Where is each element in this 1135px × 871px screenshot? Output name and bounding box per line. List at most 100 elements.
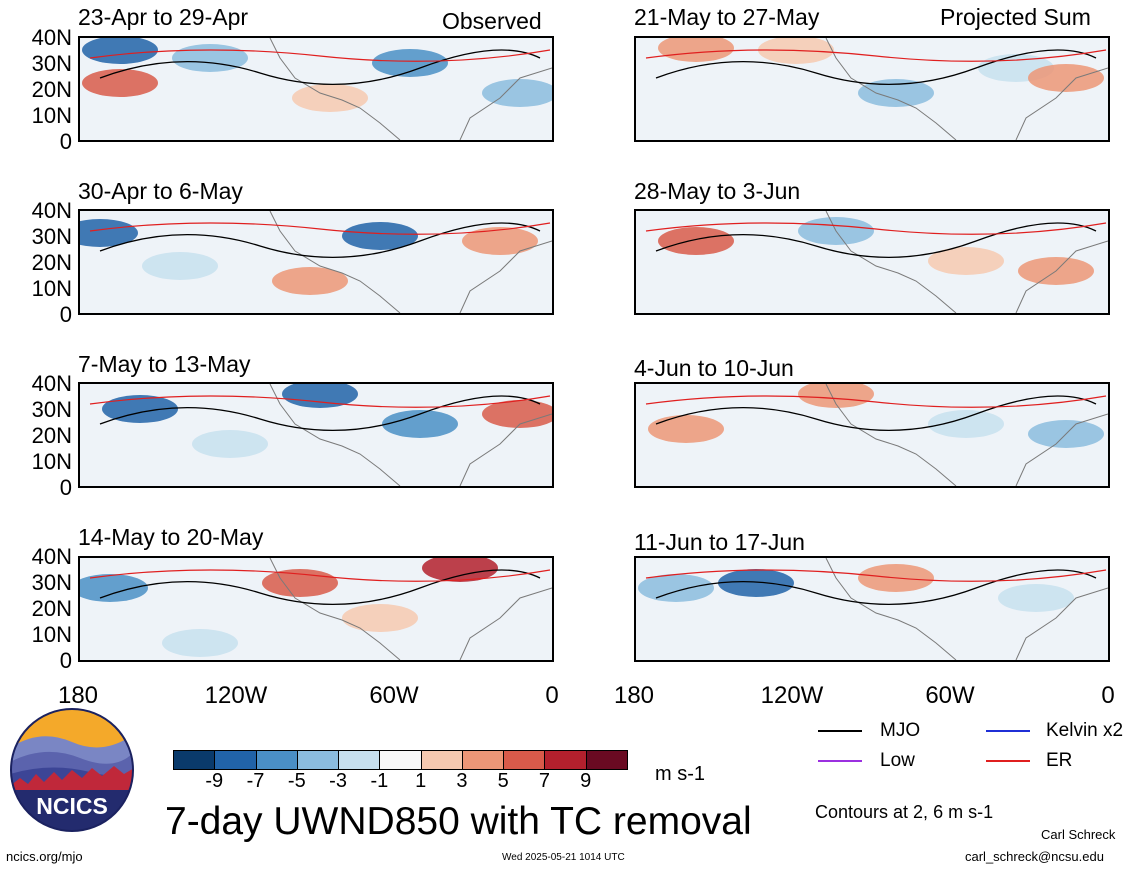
coastline [825, 38, 1108, 140]
panel-title: 4-Jun to 10-Jun [634, 355, 794, 381]
mjo-contour [655, 49, 1097, 86]
lat-label: 10N [31, 276, 72, 301]
er-contour [89, 49, 551, 62]
anomaly-blob [282, 384, 358, 408]
colorbar-swatch [338, 750, 381, 770]
colorbar-tick-label: -7 [246, 770, 265, 792]
coastline [825, 384, 1108, 486]
anomaly-blob [928, 410, 1004, 438]
lat-label: 10N [31, 449, 72, 474]
lat-label: 40N [31, 25, 72, 50]
legend-swatch-kelvin [986, 730, 1030, 732]
units-label: m s-1 [655, 763, 705, 785]
anomaly-blob [292, 84, 368, 112]
colorbar-swatch [255, 750, 298, 770]
lat-label: 40N [31, 198, 72, 223]
footer-url: ncics.org/mjo [6, 849, 83, 864]
panel-title: 30-Apr to 6-May [78, 178, 243, 204]
mjo-contour [655, 222, 1097, 259]
er-contour [645, 49, 1107, 62]
legend-label-er: ER [1046, 750, 1073, 771]
anomaly-blob [658, 38, 734, 62]
lon-label: 180 [57, 682, 99, 709]
panel-title: 21-May to 27-May [634, 4, 820, 30]
coastline [825, 558, 1108, 660]
mjo-contour [655, 395, 1097, 432]
lat-label: 10N [31, 622, 72, 647]
anomaly-blob [928, 247, 1004, 275]
colorbar-swatch [461, 750, 505, 770]
lat-label: 10N [31, 103, 72, 128]
anomaly-blob [262, 569, 338, 597]
map-panel [634, 209, 1110, 315]
lat-label: 0 [59, 302, 72, 327]
colorbar-tick-label: 5 [497, 770, 509, 792]
panel-tag: Projected Sum [940, 4, 1091, 30]
legend-label-low: Low [880, 750, 915, 771]
map-panel [78, 382, 554, 488]
legend-swatch-er [986, 760, 1030, 762]
panel-title: 28-May to 3-Jun [634, 178, 801, 204]
lat-label: 20N [31, 250, 72, 275]
lat-label: 30N [31, 51, 72, 76]
lat-label: 0 [59, 129, 72, 154]
colorbar-swatch [173, 750, 216, 770]
colorbar-tick-label: 3 [456, 770, 468, 792]
anomaly-blob [998, 584, 1074, 612]
er-contour [645, 569, 1107, 582]
colorbar-swatch [296, 750, 340, 770]
colorbar-swatch [379, 750, 422, 770]
colorbar-tick-label: 7 [538, 770, 551, 792]
lat-label: 30N [31, 397, 72, 422]
colorbar-swatch [214, 750, 257, 770]
colorbar-tick-label: -1 [370, 770, 389, 792]
lon-label: 60W [369, 682, 419, 709]
anomaly-blob [718, 569, 794, 597]
coastline [269, 211, 552, 313]
colorbar-tick-label: -9 [205, 770, 224, 792]
lon-label: 0 [545, 682, 559, 709]
colorbar-tick-label: -5 [287, 770, 306, 792]
anomaly-blob [648, 415, 724, 443]
anomaly-blob [638, 574, 714, 602]
mjo-contour [99, 569, 541, 606]
anomaly-blob [342, 222, 418, 250]
lat-label: 0 [59, 648, 72, 673]
mjo-contour [655, 569, 1097, 606]
lon-label: 120W [204, 682, 268, 709]
lat-label: 40N [31, 544, 72, 569]
colorbar [173, 750, 628, 770]
legend-swatch-mjo [818, 730, 862, 732]
panel-tag: Observed [442, 8, 542, 34]
map-panel [78, 36, 554, 142]
anomaly-blob [462, 227, 538, 255]
colorbar-tick-label: 1 [415, 770, 427, 792]
lon-label: 180 [613, 682, 655, 709]
legend-label-mjo: MJO [880, 720, 921, 741]
legend-swatch-low [818, 760, 862, 762]
anomaly-blob [272, 267, 348, 295]
mjo-contour [99, 49, 541, 86]
coastline [825, 211, 1108, 313]
lon-label: 0 [1101, 682, 1115, 709]
map-panel [78, 209, 554, 315]
anomaly-blob [372, 49, 448, 77]
contours-note: Contours at 2, 6 m s-1 [815, 802, 994, 822]
colorbar-tick-label: -3 [329, 770, 347, 792]
anomaly-blob [82, 38, 158, 64]
anomaly-blob [80, 574, 148, 602]
lat-label: 30N [31, 570, 72, 595]
anomaly-blob [80, 219, 138, 247]
anomaly-blob [382, 410, 458, 438]
colorbar-swatch [544, 750, 587, 770]
anomaly-blob [82, 69, 158, 97]
anomaly-blob [482, 400, 552, 428]
er-contour [645, 395, 1107, 408]
colorbar-swatch [503, 750, 546, 770]
anomaly-blob [1028, 64, 1104, 92]
coastline [269, 384, 552, 486]
er-contour [89, 222, 551, 235]
er-contour [89, 395, 551, 408]
map-panel [634, 382, 1110, 488]
